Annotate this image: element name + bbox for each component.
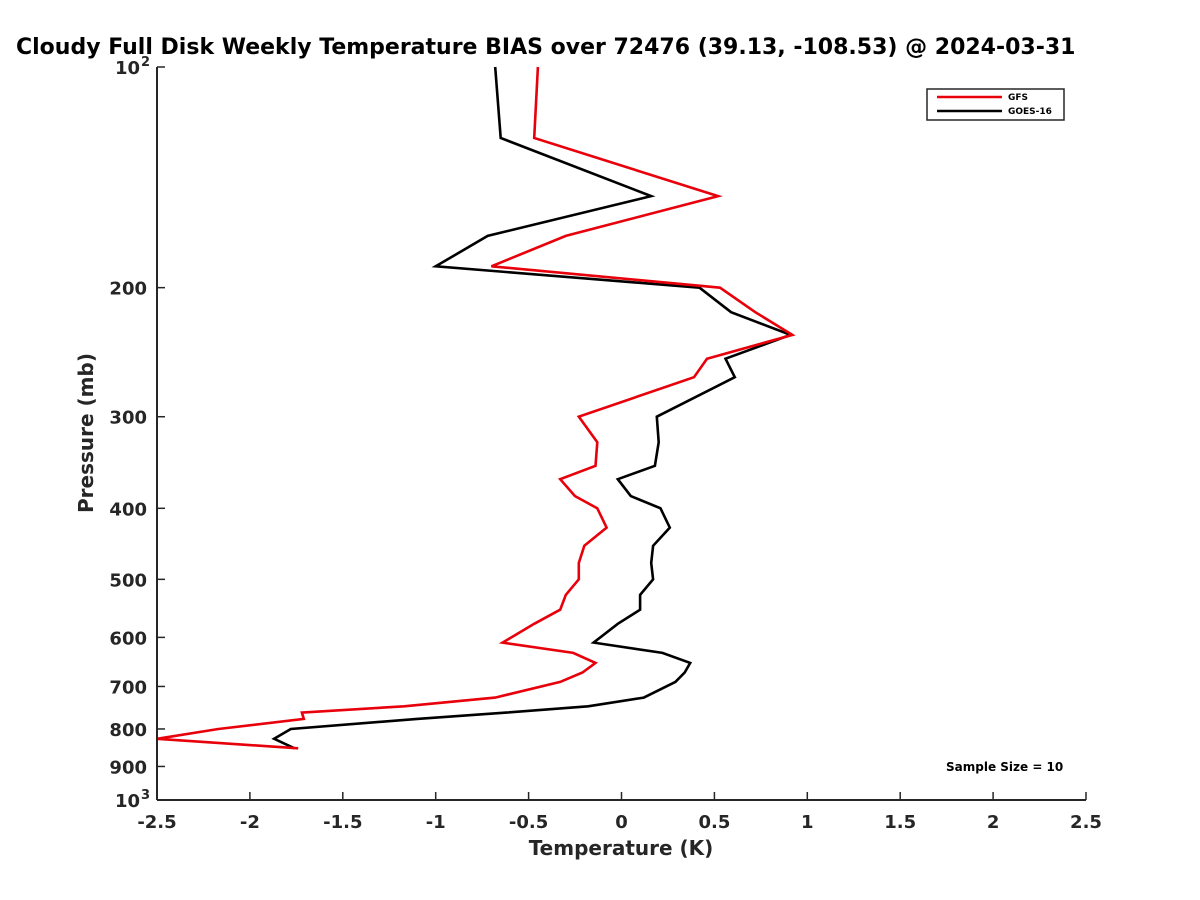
x-ticks: -2.5 -2 -1.5 -1 -0.5 0 0.5 1 1.5 2 2.5 bbox=[137, 792, 1102, 833]
x-tick-label: -2.5 bbox=[137, 812, 176, 833]
legend-label-gfs: GFS bbox=[1008, 93, 1028, 103]
y-axis-label: Pressure (mb) bbox=[74, 353, 98, 513]
legend: GFS GOES-16 bbox=[926, 88, 1065, 121]
y-tick-label: 600 bbox=[109, 628, 147, 649]
series-line-gfs bbox=[156, 66, 796, 750]
x-tick-label: 1.5 bbox=[884, 812, 916, 833]
y-tick-label: 10 bbox=[115, 58, 140, 79]
y-tick-label: 800 bbox=[109, 720, 147, 741]
y-tick-label: 500 bbox=[109, 570, 147, 591]
x-tick-label: 1 bbox=[801, 812, 814, 833]
x-axis-label: Temperature (K) bbox=[529, 836, 714, 860]
legend-box bbox=[926, 88, 1065, 121]
y-tick-label: 400 bbox=[109, 499, 147, 520]
y-tick-label: 300 bbox=[109, 408, 147, 429]
chart-title: Cloudy Full Disk Weekly Temperature BIAS… bbox=[16, 35, 1075, 60]
sample-size-annotation: Sample Size = 10 bbox=[946, 760, 1063, 774]
legend-label-goes16: GOES-16 bbox=[1008, 107, 1052, 117]
y-tick-label: 200 bbox=[109, 279, 147, 300]
x-tick-label: 0.5 bbox=[698, 812, 730, 833]
x-tick-label: 0 bbox=[615, 812, 628, 833]
y-tick-exponent: 2 bbox=[141, 55, 150, 70]
y-tick-exponent: 3 bbox=[141, 788, 150, 803]
y-tick-label: 900 bbox=[109, 757, 147, 778]
x-tick-label: -0.5 bbox=[509, 812, 548, 833]
y-tick-label: 700 bbox=[109, 677, 147, 698]
series-line-goes16 bbox=[271, 66, 795, 750]
plot-area bbox=[156, 66, 796, 750]
x-tick-label: 2 bbox=[987, 812, 1000, 833]
y-tick-label: 10 bbox=[115, 791, 140, 812]
x-tick-label: -2 bbox=[240, 812, 260, 833]
x-tick-label: 2.5 bbox=[1070, 812, 1102, 833]
x-tick-label: -1 bbox=[426, 812, 446, 833]
x-tick-label: -1.5 bbox=[323, 812, 362, 833]
